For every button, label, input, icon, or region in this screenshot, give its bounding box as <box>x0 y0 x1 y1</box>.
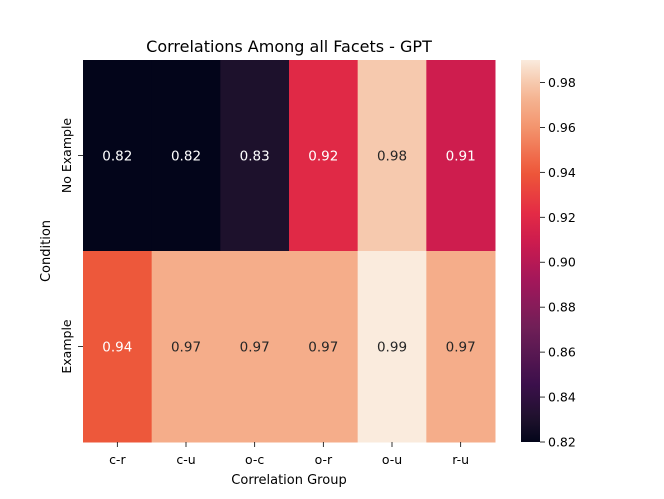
cell-value-label: 0.94 <box>102 340 132 356</box>
heatmap-cell <box>151 60 221 252</box>
heatmap-cell-labels: 0.82 0.82 0.83 0.92 0.98 0.91 0.94 0.97 0.97 0.97… <box>102 149 475 356</box>
cell-value-label: 0.97 <box>446 340 476 356</box>
cell-value-label: 0.98 <box>377 149 407 165</box>
cell-value-label: 0.97 <box>240 340 270 356</box>
cell-value-label: 0.82 <box>102 149 132 165</box>
cell-value-label: 0.92 <box>308 149 338 165</box>
colorbar-tick-label: 0.82 <box>548 435 576 450</box>
x-tick-label: c-r <box>109 452 126 467</box>
x-tick-label: o-r <box>315 452 333 467</box>
x-tick-label: c-u <box>176 452 195 467</box>
colorbar-tick-label: 0.92 <box>548 210 576 225</box>
x-axis: c-r c-u o-c o-r o-u r-u <box>109 442 469 467</box>
chart-title: Correlations Among all Facets - GPT <box>146 37 432 56</box>
x-axis-label: Correlation Group <box>231 473 346 488</box>
heatmap-cell <box>357 60 427 252</box>
heatmap-cell <box>426 251 496 443</box>
cell-value-label: 0.82 <box>171 149 201 165</box>
heatmap-cell <box>289 251 359 443</box>
colorbar-gradient <box>521 60 540 442</box>
colorbar-tick-label: 0.90 <box>548 255 576 270</box>
y-axis: No Example Example <box>59 118 83 374</box>
x-tick-label: o-c <box>245 452 264 467</box>
y-tick-label: Example <box>59 319 74 374</box>
x-tick-label: r-u <box>452 452 469 467</box>
heatmap-cell <box>289 60 359 252</box>
cell-value-label: 0.97 <box>171 340 201 356</box>
cell-value-label: 0.83 <box>240 149 270 165</box>
colorbar-tick-label: 0.88 <box>548 300 576 315</box>
y-tick-label: No Example <box>59 118 74 194</box>
colorbar: 0.82 0.84 0.86 0.88 0.90 0.92 0.94 0.96 0.98 <box>521 60 576 450</box>
colorbar-tick-label: 0.96 <box>548 120 576 135</box>
y-axis-label: Condition <box>39 220 54 282</box>
heatmap-cell <box>220 60 290 252</box>
colorbar-tick-label: 0.86 <box>548 345 576 360</box>
heatmap-cell <box>220 251 290 443</box>
colorbar-tick-label: 0.98 <box>548 75 576 90</box>
cell-value-label: 0.91 <box>446 149 476 165</box>
cell-value-label: 0.97 <box>308 340 338 356</box>
heatmap-cell <box>357 251 427 443</box>
x-tick-label: o-u <box>382 452 402 467</box>
cell-value-label: 0.99 <box>377 340 407 356</box>
heatmap-cell <box>83 251 153 443</box>
heatmap-cell <box>151 251 221 443</box>
heatmap-cell <box>83 60 153 252</box>
heatmap-cells <box>83 60 496 443</box>
heatmap-cell <box>426 60 496 252</box>
colorbar-tick-label: 0.84 <box>548 390 576 405</box>
colorbar-tick-label: 0.94 <box>548 165 576 180</box>
